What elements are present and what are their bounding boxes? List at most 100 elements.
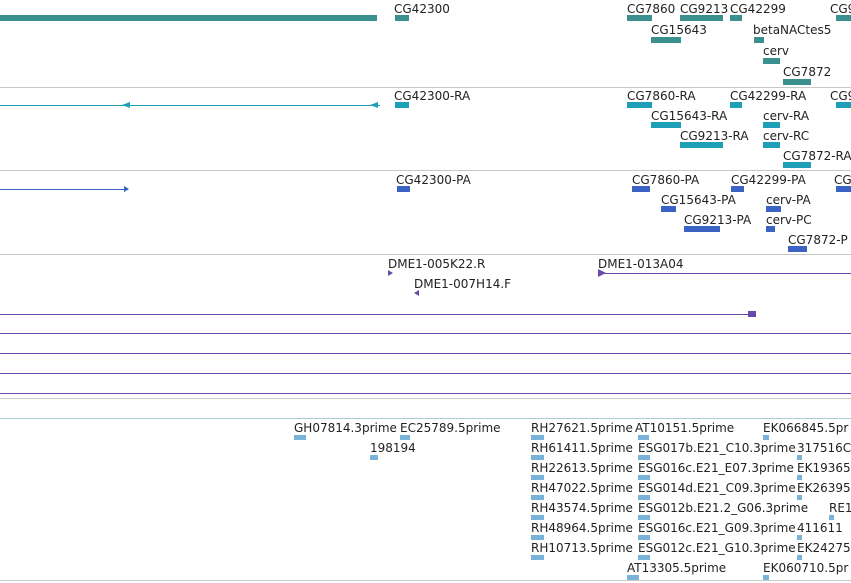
transcript-label: CG15643-RA [651,109,728,123]
est-feature[interactable] [797,475,802,480]
est-feature[interactable] [638,555,650,560]
est-feature[interactable] [627,575,639,580]
gene-feature[interactable] [754,37,764,43]
gene-feature[interactable] [730,15,742,21]
transcript-label: CG9 [830,89,851,103]
clone-label: DME1-013A04 [598,257,684,271]
est-label: RH10713.5prime [531,541,633,555]
transcript-feature[interactable] [763,122,780,128]
gene-feature[interactable] [763,58,780,64]
est-feature[interactable] [638,495,650,500]
gene-feature[interactable] [836,15,851,21]
protein-feature[interactable] [766,226,775,232]
est-label: RH43574.5prime [531,501,633,515]
transcript-exon-arrow[interactable] [122,102,130,108]
est-label: RE1 [829,501,851,515]
est-label: AT13305.5prime [627,561,727,575]
est-feature[interactable] [531,435,544,440]
gene-label: CG9213 [680,2,729,16]
protein-feature[interactable] [632,186,650,192]
est-label: ESG014d.E21_C09.3prime [638,481,796,495]
protein-feature[interactable] [684,226,720,232]
est-label: EK060710.5pr [763,561,849,575]
est-label: EK26395 [797,481,851,495]
protein-feature[interactable] [836,186,851,192]
transcript-exon-arrow[interactable] [370,102,378,108]
protein-feature[interactable] [397,186,410,192]
est-label: RH47022.5prime [531,481,633,495]
est-feature[interactable] [531,515,544,520]
transcript-label: cerv-RC [763,129,810,143]
est-label: ESG012b.E21.2_G06.3prime [638,501,809,515]
protein-end-arrow[interactable] [124,186,129,192]
gene-feature[interactable] [651,37,681,43]
est-label: 317516C [797,441,851,455]
est-feature[interactable] [370,455,378,460]
est-label: GH07814.3prime [294,421,397,435]
est-label: RH22613.5prime [531,461,633,475]
est-feature[interactable] [531,475,544,480]
track-divider [0,580,851,581]
protein-intron-line [0,189,128,190]
clone-end-marker[interactable] [748,311,756,317]
clone-span-line [0,373,851,374]
transcript-label: CG9213-RA [680,129,749,143]
gene-feature[interactable] [0,15,377,21]
gene-label: CG15643 [651,23,707,37]
track-divider [0,87,851,88]
est-feature[interactable] [294,435,306,440]
clone-marker[interactable] [414,290,419,296]
est-feature[interactable] [638,515,650,520]
est-feature[interactable] [531,455,544,460]
protein-feature[interactable] [766,206,781,212]
transcript-feature[interactable] [836,102,851,108]
protein-feature[interactable] [661,206,676,212]
transcript-feature[interactable] [783,162,811,168]
gene-feature[interactable] [680,15,723,21]
est-feature[interactable] [763,575,769,580]
est-label: ESG017b.E21_C10.3prime [638,441,796,455]
est-feature[interactable] [797,555,802,560]
transcript-feature[interactable] [651,122,681,128]
gene-feature[interactable] [783,79,811,85]
transcript-feature[interactable] [680,142,723,148]
gene-feature[interactable] [395,15,409,21]
transcript-label: CG7872-RA [783,149,851,163]
transcript-label: CG42300-RA [394,89,471,103]
gene-label: CG7860 [627,2,676,16]
transcript-label: cerv-RA [763,109,810,123]
track-divider [0,418,851,419]
transcript-feature[interactable] [763,142,780,148]
est-feature[interactable] [638,475,650,480]
protein-label: CG42299-PA [731,173,806,187]
est-feature[interactable] [400,435,410,440]
est-feature[interactable] [763,435,769,440]
gene-label: CG42299 [730,2,786,16]
est-label: RH27621.5prime [531,421,633,435]
transcript-feature[interactable] [627,102,652,108]
est-feature[interactable] [638,535,650,540]
track-divider [0,170,851,171]
est-label: ESG016c.E21_G09.3prime [638,521,796,535]
protein-feature[interactable] [788,246,807,252]
transcript-feature[interactable] [730,102,742,108]
est-feature[interactable] [797,495,802,500]
est-feature[interactable] [797,455,802,460]
track-divider [0,254,851,255]
transcript-feature[interactable] [395,102,409,108]
protein-feature[interactable] [731,186,744,192]
est-feature[interactable] [797,535,802,540]
est-feature[interactable] [531,495,544,500]
est-feature[interactable] [638,455,650,460]
clone-label: DME1-005K22.R [388,257,486,271]
gene-feature[interactable] [627,15,652,21]
clone-marker[interactable] [598,269,606,277]
protein-label: CG7872-P [788,233,848,247]
est-feature[interactable] [638,435,649,440]
clone-marker[interactable] [388,270,393,276]
est-feature[interactable] [829,515,834,520]
est-feature[interactable] [531,535,544,540]
est-label: ESG016c.E21_E07.3prime [638,461,794,475]
est-feature[interactable] [531,555,544,560]
est-label: EC25789.5prime [400,421,501,435]
